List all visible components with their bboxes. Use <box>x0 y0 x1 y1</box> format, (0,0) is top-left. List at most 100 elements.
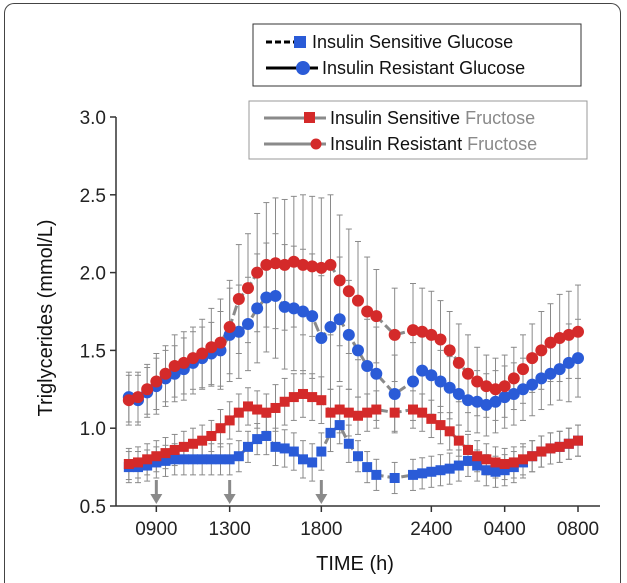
data-point-square <box>206 454 217 465</box>
data-point-square <box>133 457 143 468</box>
data-point-square <box>499 465 510 476</box>
x-tick-label: 0900 <box>135 519 177 540</box>
data-point-circle <box>553 363 566 376</box>
data-point-square <box>224 415 235 426</box>
data-point-circle <box>132 391 144 404</box>
data-point-circle <box>535 344 548 357</box>
data-point-circle <box>205 341 218 354</box>
data-point-square <box>178 441 189 452</box>
data-point-square <box>490 457 501 468</box>
data-point-circle <box>443 344 456 357</box>
data-point-square <box>160 448 171 459</box>
data-point-square <box>389 407 400 418</box>
data-point-circle <box>361 305 374 318</box>
data-point-circle <box>572 325 584 338</box>
data-point-circle <box>370 367 383 380</box>
data-point-circle <box>168 359 181 372</box>
data-point-circle <box>489 395 502 408</box>
data-point-circle <box>242 282 254 295</box>
data-point-square <box>151 457 162 468</box>
data-point-circle <box>388 387 401 400</box>
data-point-square <box>343 407 354 418</box>
data-point-circle <box>260 291 273 304</box>
x-tick-label: 1800 <box>300 519 342 540</box>
data-point-square <box>142 460 153 471</box>
data-point-square <box>499 458 510 469</box>
y-tick-label: 2.0 <box>80 264 106 285</box>
data-point-circle <box>287 302 300 315</box>
data-point-circle <box>242 317 254 330</box>
data-point-square <box>408 404 418 415</box>
data-point-circle <box>333 274 346 287</box>
data-point-square <box>252 404 263 415</box>
data-point-square <box>197 435 208 446</box>
data-point-circle <box>324 258 337 271</box>
data-point-square <box>545 443 556 454</box>
legend-fructose-resistant: Insulin Resistant Fructose <box>330 134 537 154</box>
data-point-circle <box>122 394 135 407</box>
data-point-square <box>243 401 253 412</box>
data-point-square <box>453 435 464 446</box>
data-point-circle <box>260 258 273 271</box>
data-point-square <box>233 407 244 418</box>
data-point-circle <box>562 356 575 369</box>
data-point-circle <box>251 266 264 279</box>
meal-arrow-head <box>315 494 328 504</box>
data-point-circle <box>544 336 557 349</box>
data-point-square <box>206 430 217 441</box>
y-tick-label: 2.5 <box>80 186 106 207</box>
data-point-circle <box>507 387 520 400</box>
data-point-circle <box>361 359 374 372</box>
data-point-square <box>270 441 281 452</box>
data-point-square <box>188 454 198 465</box>
data-point-circle <box>498 391 511 404</box>
data-point-circle <box>223 321 236 334</box>
data-point-circle <box>315 261 328 274</box>
data-point-circle <box>370 310 383 323</box>
legend-square-marker-red <box>304 112 315 123</box>
data-point-square <box>178 454 189 465</box>
data-point-square <box>518 454 528 465</box>
data-point-square <box>188 438 198 449</box>
data-point-square <box>123 458 134 469</box>
data-point-circle <box>177 356 190 369</box>
data-point-circle <box>434 375 447 388</box>
data-point-circle <box>278 258 291 271</box>
data-point-circle <box>471 375 484 388</box>
data-point-circle <box>159 367 172 380</box>
y-tick-label: 0.5 <box>80 497 106 518</box>
data-point-square <box>307 392 318 403</box>
data-point-square <box>472 460 483 471</box>
data-point-square <box>371 404 382 415</box>
data-point-circle <box>544 367 557 380</box>
legend-glucose: Insulin Sensitive Glucose Insulin Resist… <box>252 23 582 87</box>
data-point-circle <box>416 325 429 338</box>
data-point-square <box>444 426 455 437</box>
legend-fructose-sensitive: Insulin Sensitive Fructose <box>330 108 535 128</box>
data-point-circle <box>526 378 539 391</box>
data-point-square <box>142 454 153 465</box>
data-point-circle <box>342 285 355 298</box>
data-point-square <box>573 435 583 446</box>
data-point-circle <box>278 300 291 313</box>
data-point-circle <box>141 383 154 396</box>
data-point-square <box>362 462 373 473</box>
data-point-square <box>169 454 180 465</box>
data-point-square <box>215 423 226 434</box>
data-point-square <box>362 407 373 418</box>
data-point-circle <box>572 352 584 365</box>
marker-layer <box>122 255 584 483</box>
data-point-circle <box>287 255 300 268</box>
data-point-square <box>527 451 538 462</box>
data-point-circle <box>297 305 309 318</box>
data-point-square <box>325 407 336 418</box>
data-point-circle <box>306 310 319 323</box>
y-axis-title: Triglycerides (mmol/L) <box>35 219 57 416</box>
axes-layer <box>110 116 600 512</box>
data-point-square <box>508 457 519 468</box>
data-point-circle <box>462 394 474 407</box>
data-point-circle <box>443 381 456 394</box>
data-point-square <box>261 407 272 418</box>
data-point-circle <box>452 356 465 369</box>
data-point-circle <box>352 344 364 357</box>
